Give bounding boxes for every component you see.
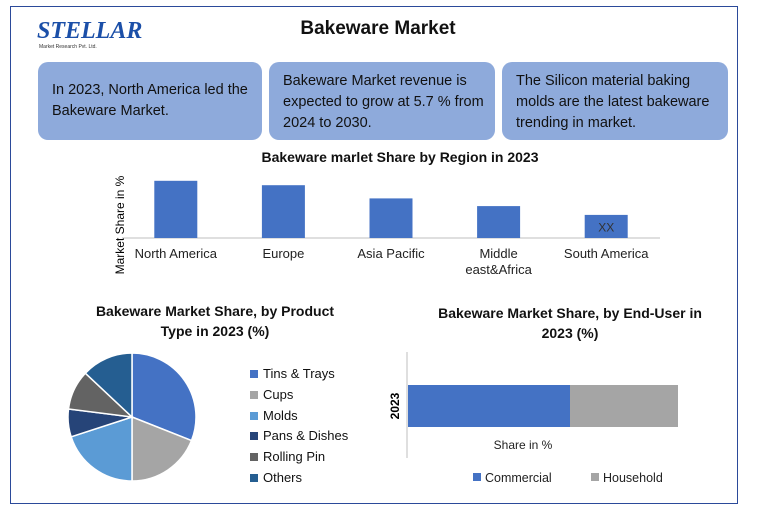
legend-label: Others	[263, 470, 303, 485]
legend-swatch	[591, 473, 599, 481]
region-chart-title: Bakeware marlet Share by Region in 2023	[261, 149, 539, 165]
legend-item: Cups	[250, 387, 293, 403]
enduser-bar-chart: 2023 Share in % Commercial Household	[388, 352, 678, 485]
highlight-box-2: Bakeware Market revenue is expected to g…	[269, 62, 495, 140]
pie-slice	[70, 415, 133, 482]
enduser-x-axis-label: Share in %	[494, 438, 553, 452]
legend-label: Tins & Trays	[263, 366, 335, 381]
legend-swatch	[250, 411, 258, 420]
product-chart-title: Bakeware Market Share, by Product Type i…	[95, 303, 335, 339]
legend-label: Cups	[263, 386, 294, 402]
legend-label: Commercial	[485, 471, 552, 485]
region-tick-label: South America	[564, 246, 649, 261]
legend-label: Household	[603, 471, 663, 485]
region-bar	[584, 214, 628, 238]
region-bar-chart: Market Share in % North America Europe Asi…	[113, 175, 660, 277]
legend-item: Tins & Trays	[250, 366, 335, 382]
legend-swatch	[250, 390, 258, 399]
legend-label: Molds	[263, 407, 298, 423]
pie-slice	[131, 415, 193, 482]
infographic-frame	[10, 6, 738, 504]
enduser-chart-title: Bakeware Market Share, by End-User in 20…	[438, 305, 702, 341]
brand-logo: STELLAR Market Research Pvt. Ltd.	[37, 18, 142, 58]
region-tick-label: Asia Pacific	[357, 246, 425, 261]
legend-item: Pans & Dishes	[250, 428, 348, 444]
enduser-bar-segment	[408, 385, 570, 427]
legend-label: Rolling Pin	[263, 449, 326, 465]
region-y-axis-label: Market Share in %	[113, 175, 127, 274]
legend-swatch	[250, 474, 258, 482]
legend-item: Others	[250, 470, 302, 486]
legend-swatch	[473, 473, 481, 481]
legend-label: Pans & Dishes	[263, 428, 349, 444]
region-tick-label: Europe	[262, 246, 304, 261]
legend-item: Rolling Pin	[250, 449, 325, 465]
highlight-box-1: In 2023, North America led the Bakeware …	[38, 62, 262, 140]
pie-slice	[84, 352, 133, 419]
page-title: Bakeware Market	[300, 18, 456, 39]
highlight-box-3: The Silicon material baking molds are th…	[502, 62, 728, 140]
legend-item: Molds	[250, 408, 298, 424]
brand-tagline: Market Research Pvt. Ltd.	[39, 44, 97, 50]
legend-swatch	[250, 432, 258, 441]
region-bar	[261, 185, 305, 238]
region-bar	[154, 180, 198, 238]
region-bar	[369, 198, 413, 238]
region-data-label: XX	[598, 220, 614, 234]
region-bar	[477, 206, 521, 238]
pie-slice	[131, 352, 197, 442]
region-tick-label: North America	[135, 246, 218, 261]
brand-name: STELLAR	[37, 18, 143, 44]
legend-swatch	[250, 453, 258, 462]
enduser-category-label: 2023	[388, 392, 402, 419]
product-pie-chart	[67, 352, 197, 482]
enduser-bar-segment	[570, 385, 678, 427]
region-tick-label: Middle	[479, 246, 517, 261]
region-tick-label: east&Africa	[465, 262, 532, 277]
legend-swatch	[250, 370, 258, 378]
